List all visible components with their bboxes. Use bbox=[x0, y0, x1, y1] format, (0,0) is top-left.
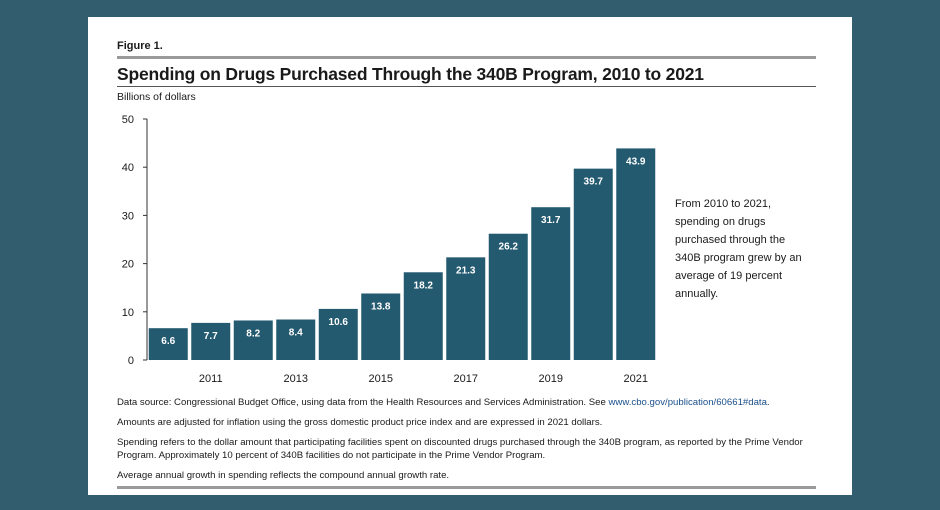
x-tick-label: 2019 bbox=[539, 373, 563, 385]
bar bbox=[148, 328, 188, 360]
bar bbox=[191, 322, 231, 360]
y-tick-label: 50 bbox=[122, 114, 134, 126]
bar-value-label: 8.2 bbox=[246, 328, 260, 339]
inflation-note: Amounts are adjusted for inflation using… bbox=[117, 417, 603, 428]
bar-value-label: 6.6 bbox=[161, 336, 175, 347]
bar-value-label: 13.8 bbox=[371, 301, 391, 312]
bar bbox=[446, 257, 486, 360]
y-tick-label: 0 bbox=[128, 355, 134, 367]
bar bbox=[233, 320, 273, 360]
x-tick-label: 2017 bbox=[454, 373, 478, 385]
chart-title: Spending on Drugs Purchased Through the … bbox=[117, 64, 704, 84]
bar bbox=[488, 233, 528, 360]
source-suffix: . bbox=[766, 397, 770, 408]
x-tick-label: 2021 bbox=[624, 373, 648, 385]
x-tick-label: 2013 bbox=[284, 373, 308, 385]
bottom-rule bbox=[117, 486, 816, 489]
top-rule bbox=[117, 56, 816, 59]
spending-note: Spending refers to the dollar amount tha… bbox=[117, 437, 803, 461]
figure-card: Figure 1. Spending on Drugs Purchased Th… bbox=[88, 17, 852, 495]
bar-value-label: 18.2 bbox=[414, 280, 434, 291]
growth-note: Average annual growth in spending reflec… bbox=[117, 470, 450, 481]
bar bbox=[616, 148, 656, 360]
bar-value-label: 7.7 bbox=[204, 331, 218, 342]
bar-value-label: 39.7 bbox=[584, 177, 604, 188]
bar-chart: 0 10 20 30 40 50 6.6 7.7 8.2 8.4 10.6 13.8 18.2 21.3 2… bbox=[122, 114, 656, 385]
source-prefix: Data source: Congressional Budget Office… bbox=[117, 397, 609, 408]
bar-value-label: 43.9 bbox=[626, 156, 646, 167]
y-tick-label: 10 bbox=[122, 307, 134, 319]
source-link[interactable]: www.cbo.gov/publication/60661#data bbox=[608, 397, 767, 408]
y-tick-label: 30 bbox=[122, 210, 134, 222]
bar-value-label: 21.3 bbox=[456, 265, 476, 276]
bar-value-label: 31.7 bbox=[541, 215, 561, 226]
bar-value-label: 10.6 bbox=[329, 317, 349, 328]
y-tick-label: 20 bbox=[122, 259, 134, 271]
growth-annotation: From 2010 to 2021, spending on drugs pur… bbox=[675, 198, 802, 300]
y-tick-label: 40 bbox=[122, 162, 134, 174]
y-axis-label: Billions of dollars bbox=[117, 91, 196, 103]
bar bbox=[573, 168, 613, 360]
bar bbox=[318, 308, 358, 360]
x-tick-label: 2015 bbox=[369, 373, 393, 385]
figure-label: Figure 1. bbox=[117, 40, 163, 52]
bar-value-label: 8.4 bbox=[289, 328, 303, 339]
bar bbox=[361, 293, 401, 360]
bar-value-label: 26.2 bbox=[499, 242, 519, 253]
bar bbox=[403, 272, 443, 360]
bar bbox=[276, 319, 316, 360]
title-rule bbox=[117, 86, 816, 87]
x-tick-label: 2011 bbox=[199, 373, 223, 385]
data-source-note: Data source: Congressional Budget Office… bbox=[117, 396, 817, 409]
bar bbox=[531, 207, 571, 360]
